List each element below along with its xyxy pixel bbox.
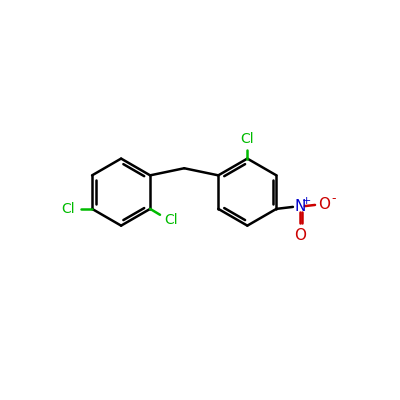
Text: -: - <box>331 192 336 206</box>
Text: O: O <box>294 228 306 243</box>
Text: O: O <box>318 198 330 212</box>
Text: Cl: Cl <box>240 132 254 146</box>
Text: +: + <box>302 196 311 206</box>
Text: Cl: Cl <box>164 213 178 227</box>
Text: Cl: Cl <box>61 202 74 216</box>
Text: N: N <box>294 200 306 214</box>
